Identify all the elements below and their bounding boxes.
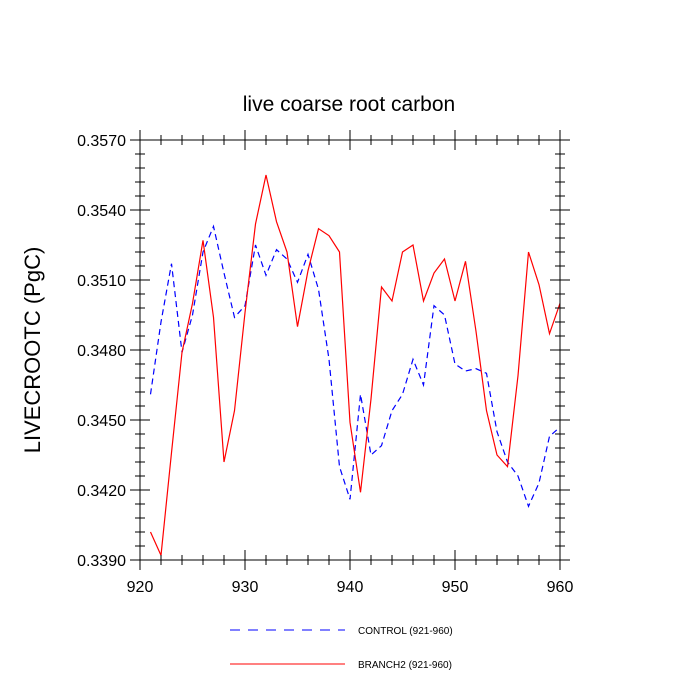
y-tick-label: 0.3540 [77,203,126,220]
plot-area [149,174,561,558]
series-line-2 [149,174,561,558]
y-tick-label: 0.3390 [77,553,126,570]
x-tick-label: 940 [337,579,364,596]
series-line-1 [149,224,561,508]
x-tick-label: 930 [232,579,259,596]
legend: CONTROL (921-960) BRANCH2 (921-960) [230,626,453,671]
legend-label-1: CONTROL (921-960) [358,626,453,637]
y-tick-label: 0.3510 [77,273,126,290]
x-tick-label: 920 [127,579,154,596]
y-tick-label: 0.3570 [77,133,126,150]
y-axis-label: LIVECROOTC (PgC) [20,247,45,454]
y-tick-label: 0.3420 [77,483,126,500]
chart-title: live coarse root carbon [243,93,455,116]
legend-label-2: BRANCH2 (921-960) [358,660,452,671]
x-tick-label: 960 [547,579,574,596]
y-tick-label: 0.3450 [77,413,126,430]
axes: 920 930 940 950 960 0.3390 0.3420 0.3450 0.3480 0… [77,130,573,596]
y-tick-label: 0.3480 [77,343,126,360]
x-tick-label: 950 [442,579,469,596]
